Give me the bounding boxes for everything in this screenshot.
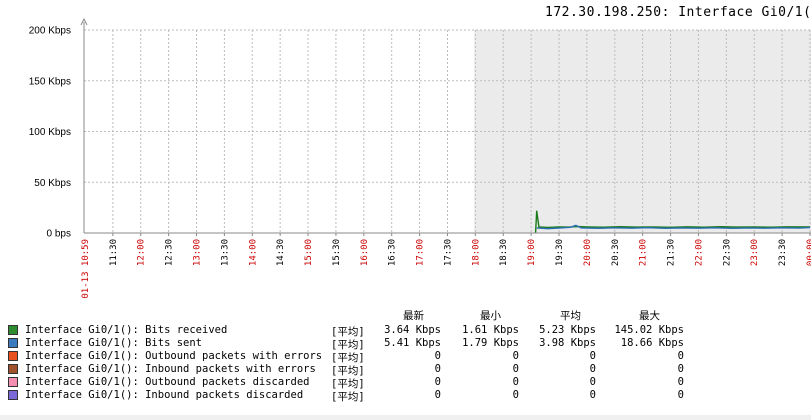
x-tick-label: 18:30 xyxy=(499,239,509,266)
y-axis-arrow xyxy=(80,17,88,26)
y-tick-label: 0 bps xyxy=(47,229,71,240)
legend-label: Interface Gi0/1(): Bits sent xyxy=(25,337,203,349)
legend-label: Interface Gi0/1(): Bits received xyxy=(25,324,228,336)
legend-max: 0 xyxy=(677,350,684,362)
legend-max: 0 xyxy=(677,389,684,401)
x-tick-label: 00:00 xyxy=(806,239,811,266)
x-tick-label: 21:00 xyxy=(639,239,649,266)
x-tick-label: 12:00 xyxy=(137,239,147,266)
legend-swatch xyxy=(8,377,18,387)
axes xyxy=(80,17,811,236)
x-tick-label: 23:00 xyxy=(750,239,760,266)
x-tick-label: 14:30 xyxy=(276,239,286,266)
x-start-label: 01-13 10:59 xyxy=(81,239,91,299)
legend-last: 3.64 Kbps xyxy=(384,324,441,336)
legend-row: Interface Gi0/1(): Bits received [平均] 3.64… xyxy=(0,324,811,338)
x-tick-label: 11:30 xyxy=(109,239,119,266)
legend-row: Interface Gi0/1(): Inbound packets with … xyxy=(0,363,811,377)
legend-function: [平均] xyxy=(331,365,365,377)
y-tick-label: 100 Kbps xyxy=(29,127,71,138)
legend-label: Interface Gi0/1(): Outbound packets disc… xyxy=(25,376,310,388)
x-tick-label: 16:30 xyxy=(388,239,398,266)
x-tick-label: 15:30 xyxy=(332,239,342,266)
legend-avg: 5.23 Kbps xyxy=(539,324,596,336)
legend-max: 145.02 Kbps xyxy=(614,324,684,336)
legend-avg: 0 xyxy=(589,389,596,401)
legend-last: 0 xyxy=(434,363,441,375)
legend-min: 1.61 Kbps xyxy=(462,324,519,336)
legend-label: Interface Gi0/1(): Outbound packets with… xyxy=(25,350,323,362)
legend-function: [平均] xyxy=(331,339,365,351)
legend-function: [平均] xyxy=(331,378,365,390)
x-tick-label: 19:30 xyxy=(555,239,565,266)
x-tick-label: 18:00 xyxy=(471,239,481,266)
legend-last: 0 xyxy=(434,376,441,388)
x-tick-label: 13:00 xyxy=(192,239,202,266)
legend-row: Interface Gi0/1(): Inbound packets disca… xyxy=(0,389,811,403)
legend-max: 0 xyxy=(677,363,684,375)
x-tick-label: 19:00 xyxy=(527,239,537,266)
x-tick-label: 17:30 xyxy=(443,239,453,266)
legend-swatch xyxy=(8,338,18,348)
x-tick-label: 22:00 xyxy=(694,239,704,266)
x-tick-label: 14:00 xyxy=(248,239,258,266)
legend-avg: 0 xyxy=(589,363,596,375)
series-bits-received xyxy=(534,210,811,233)
x-tick-label: 21:30 xyxy=(667,239,677,266)
legend-swatch xyxy=(8,351,18,361)
legend-min: 0 xyxy=(512,389,519,401)
y-tick-label: 150 Kbps xyxy=(29,76,71,87)
legend-avg: 0 xyxy=(589,376,596,388)
legend-row: Interface Gi0/1(): Bits sent [平均] 5.41 Kbp… xyxy=(0,337,811,351)
legend-last: 0 xyxy=(434,350,441,362)
x-tick-label: 23:30 xyxy=(778,239,788,266)
series-lines xyxy=(534,210,811,233)
legend-swatch xyxy=(8,390,18,400)
legend-header-avg: 平均 xyxy=(560,310,581,322)
legend-last: 0 xyxy=(434,389,441,401)
x-tick-label: 20:00 xyxy=(583,239,593,266)
legend-label: Interface Gi0/1(): Inbound packets with … xyxy=(25,363,316,375)
series-bits-sent xyxy=(536,224,811,230)
legend-min: 0 xyxy=(512,363,519,375)
legend-header-last: 最新 xyxy=(403,310,424,322)
legend-swatch xyxy=(8,364,18,374)
x-tick-label: 12:30 xyxy=(165,239,175,266)
legend-header-max: 最大 xyxy=(639,310,660,322)
legend-max: 0 xyxy=(677,376,684,388)
legend-header-min: 最小 xyxy=(480,310,501,322)
x-tick-label: 17:00 xyxy=(416,239,426,266)
legend-header: 最新 最小 平均 最大 xyxy=(0,308,811,322)
legend-last: 5.41 Kbps xyxy=(384,337,441,349)
legend-swatch xyxy=(8,325,18,335)
x-tick-label: 16:00 xyxy=(360,239,370,266)
legend-avg: 0 xyxy=(589,350,596,362)
x-tick-label: 15:00 xyxy=(304,239,314,266)
line-chart: 200 Kbps 150 Kbps 100 Kbps 50 Kbps 0 bps 11:… xyxy=(29,17,811,299)
y-tick-label: 200 Kbps xyxy=(29,26,71,37)
legend-function: [平均] xyxy=(331,326,365,338)
legend-min: 0 xyxy=(512,350,519,362)
legend-function: [平均] xyxy=(331,352,365,364)
graph-title: 172.30.198.250: Interface Gi0/1(): xyxy=(545,5,811,20)
legend-max: 18.66 Kbps xyxy=(620,337,684,349)
legend-row: Interface Gi0/1(): Outbound packets disc… xyxy=(0,376,811,390)
footer-divider xyxy=(0,415,811,420)
legend-label: Interface Gi0/1(): Inbound packets disca… xyxy=(25,389,304,401)
y-tick-label: 50 Kbps xyxy=(34,178,71,189)
legend-row: Interface Gi0/1(): Outbound packets with… xyxy=(0,350,811,364)
gridlines xyxy=(84,29,811,233)
x-tick-label: 20:30 xyxy=(611,239,621,266)
legend-avg: 3.98 Kbps xyxy=(539,337,596,349)
legend-function: [平均] xyxy=(331,391,365,403)
legend-min: 1.79 Kbps xyxy=(462,337,519,349)
x-tick-label: 22:30 xyxy=(722,239,732,266)
legend-min: 0 xyxy=(512,376,519,388)
x-tick-labels: 11:30 12:00 12:30 13:00 13:30 14:00 14:30 15:00… xyxy=(81,239,811,299)
y-tick-labels: 200 Kbps 150 Kbps 100 Kbps 50 Kbps 0 bps xyxy=(29,26,71,240)
x-tick-label: 13:30 xyxy=(220,239,230,266)
